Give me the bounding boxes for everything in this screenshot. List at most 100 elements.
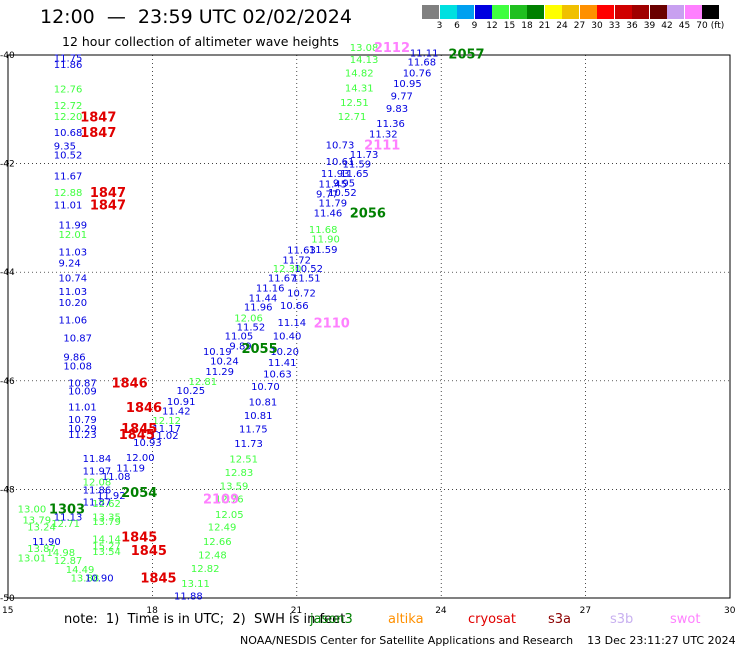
wave-height-value: 12.88 <box>54 188 83 199</box>
wave-height-value: 11.86 <box>54 60 83 71</box>
wave-height-value: 10.68 <box>54 128 83 139</box>
wave-height-value: 13.08 <box>350 43 379 54</box>
wave-height-value: 14.82 <box>345 68 374 79</box>
y-tick-label: -48 <box>0 485 15 495</box>
colorbar-label: 24 <box>556 21 568 31</box>
wave-height-value: 9.77 <box>391 92 413 103</box>
colorbar-swatch <box>509 5 527 19</box>
wave-height-value: 12.87 <box>54 556 83 567</box>
wave-height-value: 12.06 <box>234 313 263 324</box>
wave-height-value: 11.14 <box>278 318 307 329</box>
map-axes: 15 18 21 24 27 30 -40 -42 -44 -46 -48 -50 <box>0 51 736 616</box>
y-tick-label: -44 <box>0 268 15 278</box>
wave-height-value: 11.29 <box>205 367 234 378</box>
satellite-jason3: jason3 <box>310 612 353 627</box>
wave-height-value: 11.32 <box>369 130 398 141</box>
wave-height-value: 9.35 <box>54 142 76 153</box>
wave-height-value: 10.90 <box>85 573 114 584</box>
wave-height-value: 10.93 <box>133 438 162 449</box>
wave-height-value: 11.65 <box>340 169 369 180</box>
colorbar-label: 45 <box>678 21 691 31</box>
colorbar-label: 30 <box>591 21 603 31</box>
wave-height-value: 11.01 <box>68 402 97 413</box>
wave-height-value: 12.51 <box>340 98 369 109</box>
wave-height-value: 10.19 <box>203 347 232 358</box>
wave-height-value: 13.79 <box>22 515 51 526</box>
y-tick-label: -46 <box>0 377 15 387</box>
wave-height-value: 12.08 <box>83 477 112 488</box>
pass-time-label: 1845 <box>121 531 157 546</box>
wave-height-value: 12.62 <box>92 499 121 510</box>
wave-height-value: 11.97 <box>83 466 112 477</box>
wave-height-value: 11.05 <box>225 332 254 343</box>
map-frame <box>7 54 731 599</box>
wave-height-value: 11.87 <box>83 497 112 508</box>
pass-time-label: 2110 <box>314 317 350 332</box>
satellite-cryosat: cryosat <box>468 612 516 627</box>
x-tick-label: 24 <box>435 606 447 616</box>
wave-height-value: 11.51 <box>292 274 321 285</box>
pass-time-label: 1845 <box>131 544 167 559</box>
wave-height-value: 9.89 <box>229 342 251 353</box>
wave-height-value: 11.84 <box>83 454 112 465</box>
wave-height-value: 9.83 <box>386 104 408 115</box>
wave-height-value: 11.67 <box>54 172 83 183</box>
wave-height-value: 13.24 <box>27 522 56 533</box>
wave-height-value: 13.00 <box>18 504 47 515</box>
wave-height-value: 10.76 <box>403 68 432 79</box>
wave-height-value: 13.87 <box>27 544 56 555</box>
map-grid <box>7 54 731 599</box>
wave-height-value: 10.09 <box>68 387 97 398</box>
colorbar-label: 3 <box>436 21 443 31</box>
page-title: 12:00 — 23:59 UTC 02/02/2024 <box>40 6 352 28</box>
colorbar-label: 15 <box>503 21 516 31</box>
wave-height-value: 10.81 <box>244 411 273 422</box>
wave-height-value: 10.63 <box>263 370 292 381</box>
wave-height-value: 10.08 <box>63 362 92 373</box>
wave-height-value: 11.68 <box>309 225 338 236</box>
colorbar-label: 12 <box>486 21 498 31</box>
pass-time-label: 1846 <box>126 401 162 416</box>
wave-height-value: 10.87 <box>63 333 92 344</box>
wave-height-value: 14.31 <box>345 84 374 95</box>
wave-height-value: 10.66 <box>280 301 309 312</box>
wave-height-value: 11.73 <box>350 150 379 161</box>
wave-height-value: 11.75 <box>54 54 83 65</box>
wave-height-value: 12.71 <box>51 519 80 530</box>
colorbar-swatch <box>702 5 719 19</box>
colorbar-swatch <box>457 5 474 19</box>
pass-time-label: 1845 <box>121 422 157 437</box>
wave-height-value: 12.12 <box>152 416 181 427</box>
wave-height-value: 11.42 <box>162 407 191 418</box>
x-tick-label: 27 <box>580 606 591 616</box>
wave-height-value: 10.24 <box>210 357 239 368</box>
colorbar-swatch <box>649 5 667 19</box>
wave-height-value: 12.76 <box>54 85 83 96</box>
wave-height-value: 10.20 <box>270 347 299 358</box>
wave-height-value: 10.52 <box>328 188 357 199</box>
wave-height-value: 11.17 <box>152 424 181 435</box>
time-label-layer: 1847184718471847184618461845184518451845… <box>49 41 485 587</box>
wave-height-value: 10.61 <box>326 157 355 168</box>
wave-height-value: 14.13 <box>350 55 379 66</box>
wave-height-value: 11.02 <box>150 431 179 442</box>
wave-height-value: 12.51 <box>229 454 258 465</box>
wave-height-value: 10.72 <box>287 288 316 299</box>
colorbar-swatch <box>632 5 649 19</box>
wave-height-value: 12.05 <box>215 510 244 521</box>
wave-height-value: 11.92 <box>97 491 126 502</box>
colorbar-swatch <box>667 5 684 19</box>
wave-height-value: 11.96 <box>244 302 273 313</box>
colorbar-label: 6 <box>454 21 460 31</box>
pass-time-label: 2054 <box>121 486 157 501</box>
wave-height-value: 11.03 <box>59 287 88 298</box>
wave-height-value: 11.46 <box>314 208 343 219</box>
wave-height-value: 13.88 <box>71 573 100 584</box>
pass-time-label: 2057 <box>448 47 484 62</box>
wave-height-value: 11.79 <box>318 199 347 210</box>
wave-height-value: 12.30 <box>273 264 302 275</box>
colorbar-label: 36 <box>626 21 638 31</box>
wave-height-value: 14.98 <box>47 548 76 559</box>
observation-layer: 11.7511.8612.7612.7212.2010.689.3510.521… <box>18 43 439 602</box>
